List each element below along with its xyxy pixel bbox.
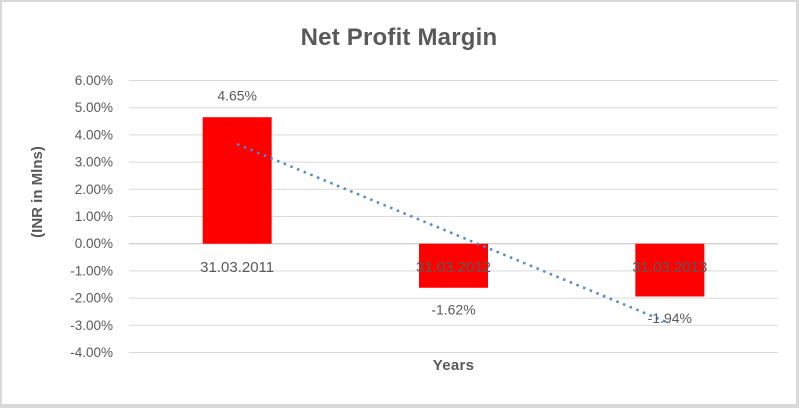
y-tick-label: 4.00% (75, 127, 113, 142)
y-tick-label: -3.00% (70, 318, 113, 333)
category-label: 31.03.2011 (200, 259, 274, 276)
bar-31.03.2012 (419, 243, 488, 288)
y-tick-label: 1.00% (75, 209, 113, 224)
x-axis-title: Years (432, 357, 475, 374)
y-tick-label: 6.00% (75, 73, 113, 88)
bar-31.03.2013 (635, 243, 705, 297)
data-label: 4.65% (217, 88, 257, 104)
y-tick-label: 2.00% (75, 182, 113, 197)
y-tick-label: 5.00% (75, 100, 113, 115)
y-tick-label: -1.00% (70, 263, 113, 278)
category-label: 31.03.2012 (416, 259, 491, 276)
data-label: -1.94% (648, 310, 692, 326)
y-tick-label: 3.00% (75, 155, 113, 170)
bar-31.03.2011 (202, 117, 272, 244)
data-label: -1.62% (431, 301, 475, 317)
trendline (236, 142, 671, 325)
y-tick-label: -2.00% (70, 291, 113, 306)
y-tick-label: -4.00% (70, 345, 113, 360)
chart-title: Net Profit Margin (300, 24, 498, 51)
category-label: 31.03.2013 (632, 259, 707, 276)
y-tick-label: 0.00% (75, 236, 113, 251)
